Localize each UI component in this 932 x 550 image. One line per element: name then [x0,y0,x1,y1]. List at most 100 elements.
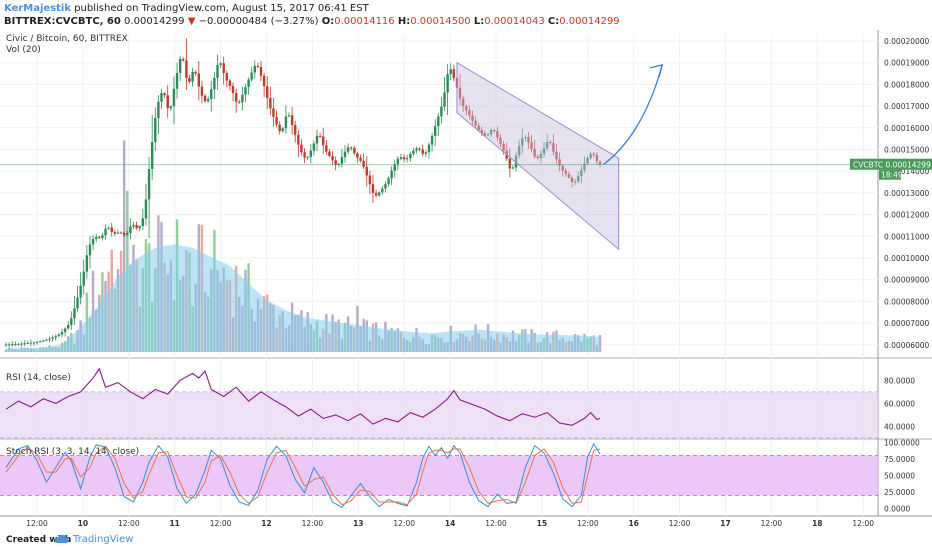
candle-body [449,69,452,75]
candle-body [182,58,185,61]
candle-body [545,141,549,149]
low-label: L: [473,16,485,27]
candle-body [306,157,309,159]
candle-body [325,145,328,152]
candle-body [166,95,169,109]
candle-body [278,124,281,132]
candle-body [511,167,515,169]
candle-body [415,148,418,151]
tradingview-logo[interactable]: TradingView [54,533,133,545]
candle-body [524,137,527,139]
price-tick-label: 0.00013000 [884,189,930,198]
candle-body [94,236,98,240]
candle-body [294,125,297,135]
candle-body [54,335,57,338]
candle-body [433,126,437,136]
candle-body [474,120,477,126]
stoch-tick-label: 0.0000 [884,505,910,514]
candle-body [234,93,238,102]
candle-body [91,239,95,245]
candle-body [241,94,244,103]
time-tick-label: 14 [445,519,455,528]
rsi-tick-label: 80.0000 [884,376,915,385]
candle-body [244,87,247,95]
candle-body [402,157,406,160]
candle-body [365,166,368,176]
candle-body [567,173,571,178]
author-link[interactable]: KerMajestik [4,3,72,14]
candle-body [350,147,353,149]
candle-body [561,165,564,171]
candle-body [253,65,256,73]
candle-body [169,106,173,109]
candle-body [486,134,490,136]
candle-body [185,60,188,78]
down-arrow-icon: ▼ [187,16,196,27]
candle-body [598,161,602,165]
time-tick-label: 12:00 [761,519,783,528]
candle-body [514,155,518,168]
volume-bar [122,140,126,352]
candle-body [558,159,561,166]
candle-body [446,74,449,93]
price-tick-label: 0.00018000 [884,80,930,89]
candle-body [259,67,263,76]
candle-body [35,341,39,343]
candle-body [219,63,222,65]
candle-body [70,318,73,325]
candle-body [147,169,151,200]
candle-body [468,110,471,116]
candle-body [508,158,512,169]
candle-body [496,131,499,138]
candle-body [322,136,325,146]
price-tick-label: 0.00012000 [884,211,930,220]
candle-body [172,88,176,107]
candle-body [555,151,558,160]
candle-body [595,154,599,162]
rsi-band [0,391,878,438]
arrow-head-icon [650,63,664,78]
chart-canvas[interactable]: 0.00020000 0.00019000 0.00018000 0.00017000… [0,30,932,530]
time-tick-label: 12:00 [26,519,48,528]
volume-layer [4,140,602,352]
candle-body [340,157,344,164]
candle-body [362,160,365,167]
candle-body [160,93,163,102]
candle-body [51,337,54,339]
countdown-tag [879,169,901,180]
candle-body [154,118,157,142]
axis-layer: 0.00020000 0.00019000 0.00018000 0.00017000… [26,37,932,528]
candle-body [119,232,123,234]
candle-body [390,170,393,179]
time-tick-label: 17 [720,519,730,528]
candle-body [82,271,85,286]
candle-body [452,69,456,78]
candle-body [542,148,546,154]
candle-body [418,148,421,150]
price-tick-label: 0.00017000 [884,102,930,111]
candle-body [175,73,179,89]
candle-body [250,72,253,80]
candle-body [499,137,502,145]
candle-body [440,106,443,117]
candle-body [399,157,403,159]
candle-body [586,158,589,164]
symbol-label: BITTREX:CVCBTC, 60 [4,16,121,27]
candle-body [79,285,82,298]
candle-body [157,101,160,119]
time-tick-label: 13 [353,519,363,528]
time-tick-label: 12 [261,519,271,528]
volume-label: Vol (20) [6,45,41,55]
candle-body [409,153,412,159]
stoch-d-line [5,445,601,506]
stoch-tick-label: 100.0000 [884,438,920,447]
candle-body [343,151,347,158]
candle-body [300,144,303,153]
candle-body [88,244,92,256]
candle-body [231,86,235,94]
candle-body [178,58,182,74]
candle-body [312,143,316,151]
candle-body [247,79,250,88]
candle-body [577,176,580,182]
candle-body [517,145,521,156]
